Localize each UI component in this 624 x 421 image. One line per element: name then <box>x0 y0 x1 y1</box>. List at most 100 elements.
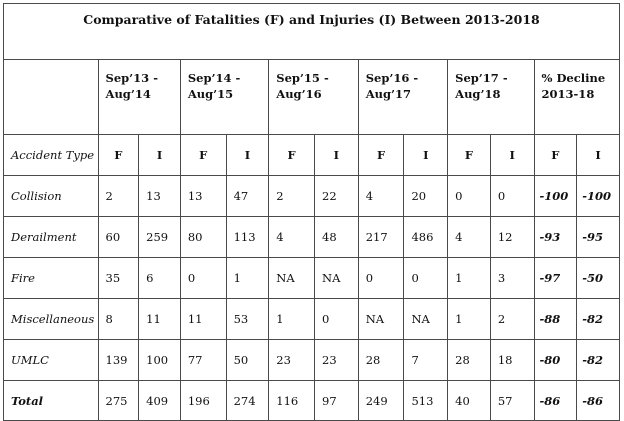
value-cell: 13 <box>179 175 227 217</box>
table-row: Fire 35 6 0 1 NA NA 0 0 1 3 -97 -50 <box>3 257 620 299</box>
value-cell: 35 <box>97 257 140 299</box>
value-cell: 23 <box>314 339 359 381</box>
f-header: F <box>268 134 315 176</box>
value-cell: 23 <box>268 339 315 381</box>
value-cell: 0 <box>357 257 405 299</box>
f-header: F <box>357 134 405 176</box>
value-cell: NA <box>314 257 359 299</box>
value-cell: NA <box>357 298 405 340</box>
value-cell: 20 <box>403 175 449 217</box>
value-cell: 116 <box>268 380 315 421</box>
value-cell: 259 <box>138 216 181 258</box>
value-cell: 8 <box>97 298 140 340</box>
table-row: UMLC 139 100 77 50 23 23 28 7 28 18 -80 -82 <box>3 339 620 381</box>
value-cell: 57 <box>489 380 535 421</box>
value-cell: 11 <box>138 298 181 340</box>
value-cell: 13 <box>138 175 181 217</box>
value-cell: 513 <box>403 380 449 421</box>
decline-cell: -100 <box>576 175 620 217</box>
table-row: Derailment 60 259 80 113 4 48 217 486 4 12 -93 -95 <box>3 216 620 258</box>
value-cell: 486 <box>403 216 449 258</box>
value-cell: 53 <box>225 298 270 340</box>
value-cell: 7 <box>403 339 449 381</box>
value-cell: 50 <box>225 339 270 381</box>
value-cell: 0 <box>179 257 227 299</box>
value-cell: 249 <box>357 380 405 421</box>
value-cell: 77 <box>179 339 227 381</box>
decline-cell: -80 <box>533 339 578 381</box>
value-cell: 80 <box>179 216 227 258</box>
value-cell: 409 <box>138 380 181 421</box>
value-cell: 40 <box>447 380 491 421</box>
i-header: I <box>314 134 359 176</box>
f-header: F <box>97 134 140 176</box>
period-header: Sep’14 - Aug’15 <box>179 59 270 135</box>
f-header: F <box>447 134 491 176</box>
decline-cell: -82 <box>576 298 620 340</box>
value-cell: 28 <box>357 339 405 381</box>
i-header: I <box>489 134 535 176</box>
accident-type-cell: UMLC <box>3 339 99 381</box>
decline-cell: -50 <box>576 257 620 299</box>
value-cell: 139 <box>97 339 140 381</box>
value-cell: 22 <box>314 175 359 217</box>
fi-header-row: Accident Type F I F I F I F I F I F I <box>3 134 620 176</box>
i-header: I <box>138 134 181 176</box>
value-cell: 217 <box>357 216 405 258</box>
f-header: F <box>533 134 578 176</box>
f-header: F <box>179 134 227 176</box>
value-cell: 2 <box>489 298 535 340</box>
fatalities-injuries-table: Comparative of Fatalities (F) and Injuri… <box>3 3 621 421</box>
value-cell: 12 <box>489 216 535 258</box>
period-header: Sep’16 - Aug’17 <box>357 59 449 135</box>
value-cell: 4 <box>357 175 405 217</box>
value-cell: 0 <box>403 257 449 299</box>
i-header: I <box>225 134 270 176</box>
value-cell: NA <box>268 257 315 299</box>
value-cell: 1 <box>225 257 270 299</box>
value-cell: 3 <box>489 257 535 299</box>
decline-header: % Decline 2013-18 <box>533 59 621 135</box>
accident-type-cell: Total <box>3 380 99 421</box>
period-header: Sep’13 - Aug’14 <box>97 59 181 135</box>
i-header: I <box>576 134 620 176</box>
table-row: Collision 2 13 13 47 2 22 4 20 0 0 -100 -100 <box>3 175 620 217</box>
period-header: Sep’15 - Aug’16 <box>268 59 359 135</box>
value-cell: 60 <box>97 216 140 258</box>
accident-type-cell: Miscellaneous <box>3 298 99 340</box>
period-header-row: Sep’13 - Aug’14 Sep’14 - Aug’15 Sep’15 - Au… <box>3 59 621 135</box>
value-cell: 97 <box>314 380 359 421</box>
decline-cell: -100 <box>533 175 578 217</box>
accident-type-cell: Derailment <box>3 216 99 258</box>
decline-cell: -86 <box>576 380 620 421</box>
decline-cell: -95 <box>576 216 620 258</box>
period-header: Sep’17 - Aug’18 <box>447 59 535 135</box>
accident-type-cell: Fire <box>3 257 99 299</box>
table-row: Miscellaneous 8 11 11 53 1 0 NA NA 1 2 -88 -82 <box>3 298 620 340</box>
value-cell: 6 <box>138 257 181 299</box>
i-header: I <box>403 134 449 176</box>
table-title: Comparative of Fatalities (F) and Injuri… <box>3 3 620 60</box>
value-cell: 18 <box>489 339 535 381</box>
table-row: Total 275 409 196 274 116 97 249 513 40 57 -86 -86 <box>3 380 620 421</box>
value-cell: 0 <box>314 298 359 340</box>
accident-type-cell: Collision <box>3 175 99 217</box>
value-cell: 28 <box>447 339 491 381</box>
value-cell: 47 <box>225 175 270 217</box>
value-cell: 2 <box>268 175 315 217</box>
value-cell: 11 <box>179 298 227 340</box>
value-cell: 113 <box>225 216 270 258</box>
value-cell: 0 <box>489 175 535 217</box>
value-cell: 1 <box>447 298 491 340</box>
value-cell: 275 <box>97 380 140 421</box>
value-cell: NA <box>403 298 449 340</box>
header-blank-cell <box>3 59 99 135</box>
value-cell: 4 <box>447 216 491 258</box>
value-cell: 48 <box>314 216 359 258</box>
value-cell: 100 <box>138 339 181 381</box>
value-cell: 1 <box>447 257 491 299</box>
decline-cell: -93 <box>533 216 578 258</box>
value-cell: 2 <box>97 175 140 217</box>
value-cell: 196 <box>179 380 227 421</box>
decline-cell: -88 <box>533 298 578 340</box>
